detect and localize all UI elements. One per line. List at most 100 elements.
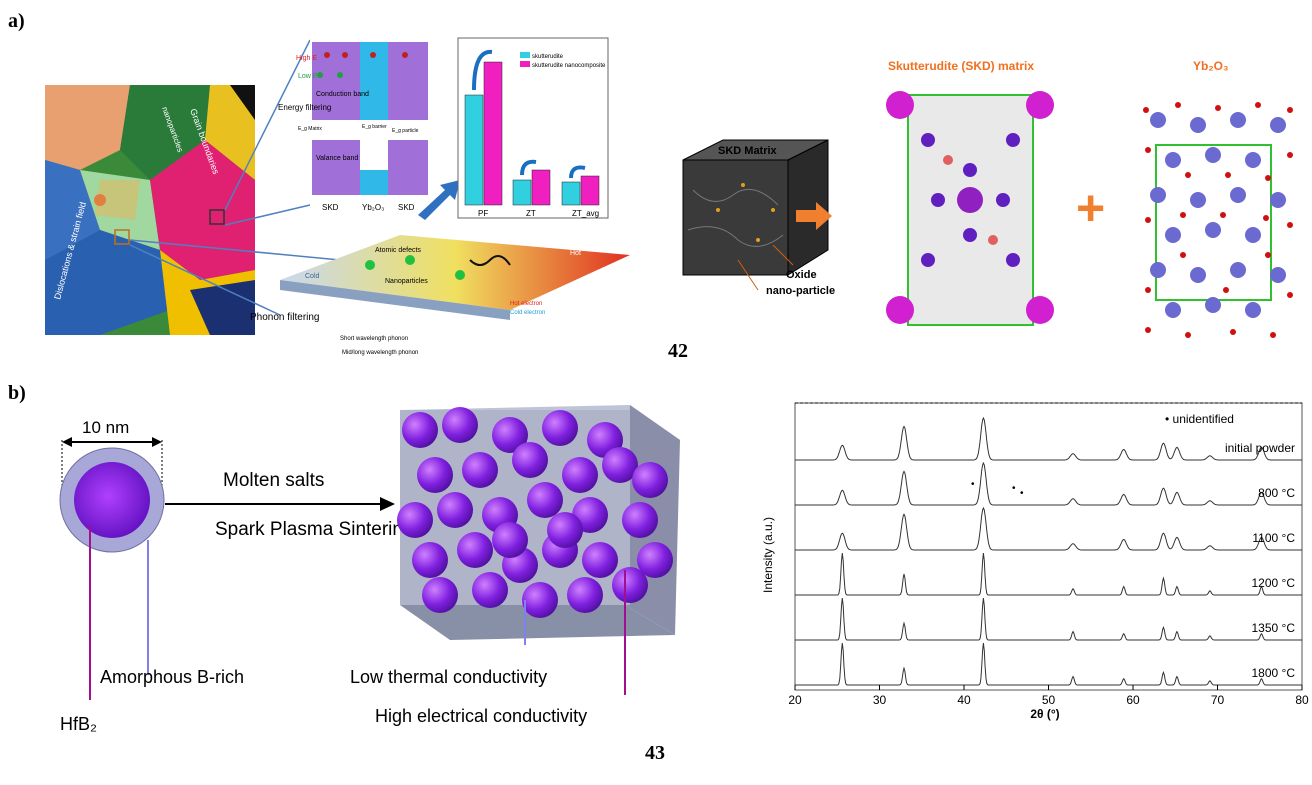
plus-sign: + — [1076, 180, 1105, 236]
eg-barrier-label: E_g barrier — [362, 124, 387, 130]
nanoparticle-sphere — [397, 502, 433, 538]
nanoparticle-sphere — [542, 410, 578, 446]
phonon-filtering-slab: Atomic defects Nanoparticles Cold Hot Ho… — [250, 235, 630, 356]
x-tick-label: 50 — [1042, 693, 1056, 707]
ref-43: 43 — [645, 742, 665, 764]
band-col-2: Yb₂O₃ — [362, 203, 384, 212]
grain-map: Grain boundaries nanoparticles Dislocati… — [45, 85, 255, 335]
nano-particle-label: nano-particle — [766, 285, 835, 297]
unidentified-marker: • — [971, 479, 975, 490]
mid-phonon-label: Mid/long wavelength phonon — [342, 350, 418, 356]
nanoparticles-slab-label: Nanoparticles — [385, 278, 428, 285]
phonon-filtering-label: Phonon filtering — [250, 312, 320, 323]
legend-skutterudite: skutterudite — [532, 54, 564, 60]
sintered-block — [397, 405, 680, 640]
nanoparticle-sphere — [402, 412, 438, 448]
nanoparticle-sphere — [582, 542, 618, 578]
eg-particle-label: E_g particle — [392, 128, 419, 134]
skd-composite-illustration: SKD Matrix Oxide nano-particle Skutterud… — [682, 59, 1293, 338]
xrd-series-label: 800 °C — [1258, 486, 1295, 500]
xrd-series-line — [795, 552, 1302, 596]
bar-zt-skd — [512, 179, 532, 206]
bar-ztavg-nano — [580, 175, 600, 206]
hot-electron-label: Hot electron — [510, 301, 542, 307]
bar-ztavg-skd — [561, 181, 581, 206]
thermoelectric-schematic: Grain boundaries nanoparticles Dislocati… — [45, 37, 630, 356]
xrd-series-line — [795, 506, 1302, 551]
panel-b-label: b) — [8, 382, 26, 404]
x-tick-label: 70 — [1211, 693, 1225, 707]
hfb2-label: HfB₂ — [60, 714, 97, 734]
x-tick-label: 60 — [1126, 693, 1140, 707]
bar-pf-skd — [464, 94, 484, 206]
xrd-series-label: initial powder — [1225, 441, 1295, 455]
nanoparticle-sphere — [622, 502, 658, 538]
skd-matrix-cube: SKD Matrix Oxide nano-particle — [682, 139, 835, 297]
molten-salts-label: Molten salts — [223, 470, 324, 491]
hot-label: Hot — [570, 250, 581, 257]
unidentified-marker: • — [1012, 483, 1016, 494]
nanoparticle-sphere — [612, 567, 648, 603]
x-axis-label: 2θ (°) — [1030, 707, 1059, 721]
core-particle — [74, 462, 150, 538]
blue-arrow — [418, 180, 460, 220]
nanoparticle-sphere — [462, 452, 498, 488]
cat-zt: ZT — [526, 209, 536, 218]
xrd-series-label: 1350 °C — [1252, 621, 1296, 635]
unidentified-marker: • — [1020, 488, 1024, 499]
band-col-1: SKD — [322, 203, 339, 212]
panel-a-label: a) — [8, 10, 25, 32]
nanoparticle-sphere — [437, 492, 473, 528]
high-sigma-label: High electrical conductivity — [375, 706, 587, 726]
band-col-3: SKD — [398, 203, 415, 212]
nanoparticle-sphere — [562, 457, 598, 493]
nanoparticle-sphere — [442, 407, 478, 443]
nanoparticle-sphere — [567, 577, 603, 613]
xrd-series-label: 1100 °C — [1252, 531, 1295, 545]
energy-filtering-label: Energy filtering — [278, 103, 331, 112]
xrd-series-label: 1200 °C — [1252, 576, 1296, 590]
y-axis-label: Intensity (a.u.) — [761, 517, 775, 593]
xrd-series-line — [795, 416, 1302, 461]
crystal1-title: Skutterudite (SKD) matrix — [888, 59, 1034, 73]
skd-matrix-title: SKD Matrix — [718, 145, 778, 157]
xrd-series-label: 1800 °C — [1252, 666, 1296, 680]
cat-pf: PF — [478, 209, 488, 218]
nanoparticle-sphere — [422, 577, 458, 613]
cold-label: Cold — [305, 273, 320, 280]
bar-zt-nano — [531, 169, 551, 206]
sps-label: Spark Plasma Sintering — [215, 519, 414, 540]
bar-pf-nano — [483, 61, 503, 206]
scale-label: 10 nm — [82, 418, 129, 437]
xrd-series-line — [795, 461, 1302, 506]
atomic-defects-label: Atomic defects — [375, 247, 421, 254]
nanoparticle-sphere — [632, 462, 668, 498]
orange-arrow — [796, 202, 832, 230]
performance-bar-chart: skutterudite skutterudite nanocomposite … — [457, 37, 609, 219]
nanoparticle-sphere — [457, 532, 493, 568]
nanoparticle-sphere — [412, 542, 448, 578]
x-tick-label: 80 — [1295, 693, 1309, 707]
nanoparticle-sphere — [492, 522, 528, 558]
nanoparticle-sphere — [492, 417, 528, 453]
nanoparticle-sphere — [512, 442, 548, 478]
yb2o3-crystal — [1143, 102, 1293, 338]
cold-electron-label: Cold electron — [510, 310, 545, 316]
nanoparticle-sphere — [522, 582, 558, 618]
plot-frame — [794, 402, 1303, 691]
nanoparticle-sphere — [472, 572, 508, 608]
valance-band-label: Valance band — [316, 155, 358, 162]
cat-ztavg: ZT_avg — [572, 209, 599, 218]
low-k-label: Low thermal conductivity — [350, 667, 547, 687]
high-e-label: High E — [296, 55, 317, 62]
band-diagram: High E Low E Conduction band Valance ban… — [278, 40, 430, 215]
skutterudite-crystal — [886, 91, 1054, 326]
xrd-chart: initial powder 800 °C 1100 °C 1200 °C 1350 °… — [761, 402, 1309, 721]
nanoparticle-sphere — [417, 457, 453, 493]
short-phonon-label: Short wavelength phonon — [340, 336, 408, 342]
conduction-band-label: Conduction band — [316, 91, 369, 98]
nanoparticle-sphere — [527, 482, 563, 518]
eg-matrix-label: E_g Matrix — [298, 126, 322, 132]
nanoparticle-sphere — [637, 542, 673, 578]
crystal2-title: Yb₂O₃ — [1193, 59, 1229, 73]
